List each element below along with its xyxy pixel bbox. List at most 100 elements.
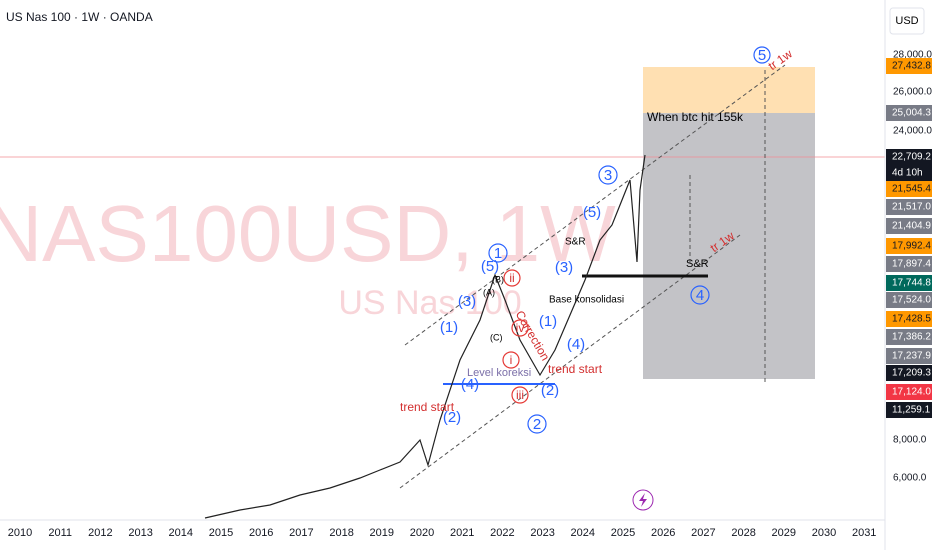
year-label: 2026	[651, 527, 675, 539]
price-tag-label: 17,897.4	[892, 259, 931, 270]
wave-label: (5)	[481, 258, 499, 275]
sub-wave-circle	[502, 351, 520, 369]
price-tag-label: 25,004.3	[892, 108, 931, 119]
price-tag	[886, 329, 932, 345]
year-label: 2023	[530, 527, 554, 539]
year-label: 2024	[571, 527, 595, 539]
wave-circle	[690, 285, 710, 305]
channel-upper	[404, 64, 786, 346]
year-label: 2012	[88, 527, 112, 539]
wave-label: (2)	[541, 382, 559, 399]
price-tag	[886, 311, 932, 327]
year-label: 2021	[450, 527, 474, 539]
year-label: 2016	[249, 527, 273, 539]
price-tag	[886, 256, 932, 272]
abc-label: (A)	[483, 287, 495, 297]
year-label: 2014	[169, 527, 193, 539]
price-tag-label: 17,744.8	[892, 278, 931, 289]
year-label: 2011	[48, 527, 72, 539]
price-tag	[886, 402, 932, 418]
price-tag-label: 11,259.1	[892, 405, 931, 416]
price-tag-label: 4d 10h	[892, 168, 923, 179]
year-label: 2027	[691, 527, 715, 539]
price-label: 24,000.0	[893, 126, 932, 137]
sub-wave-circle	[511, 319, 529, 337]
wave-label: (5)	[583, 204, 601, 221]
wave-label: 3	[604, 167, 612, 184]
price-tag	[886, 292, 932, 308]
year-label: 2025	[611, 527, 635, 539]
price-tag	[886, 181, 932, 197]
price-label: 26,000.0	[893, 87, 932, 98]
sub-wave: i	[510, 353, 513, 367]
wave-label: (1)	[440, 319, 458, 336]
currency-button[interactable]	[889, 7, 925, 35]
wave-label: 2	[533, 416, 541, 433]
wave-label: 1	[494, 245, 502, 262]
wave-circle	[598, 165, 618, 185]
sr-label: S&R	[565, 237, 586, 248]
price-tag-label: 22,709.2	[892, 152, 931, 163]
box-label: When btc hit 155k	[647, 110, 744, 124]
price-label: 6,000.0	[893, 473, 927, 484]
year-label: 2030	[812, 527, 836, 539]
wave-circle	[488, 243, 508, 263]
price-tag-label: 17,124.0	[892, 387, 931, 398]
price-tag	[886, 238, 932, 254]
wave-label: (3)	[555, 259, 573, 276]
year-label: 2028	[731, 527, 755, 539]
year-label: 2022	[490, 527, 514, 539]
year-label: 2013	[128, 527, 152, 539]
price-tag	[886, 218, 932, 234]
wave-label: (4)	[567, 336, 585, 353]
price-tag-label: 17,386.2	[892, 332, 931, 343]
lightning-glyph	[639, 493, 647, 507]
price-tag	[886, 105, 932, 121]
year-label: 2019	[370, 527, 394, 539]
sub-wave: iv	[516, 321, 525, 335]
price-tag-label: 17,428.5	[892, 314, 931, 325]
price-tag	[886, 348, 932, 364]
year-label: 2031	[852, 527, 876, 539]
trend-start: trend start	[548, 362, 603, 376]
price-tag-label: 17,209.3	[892, 368, 931, 379]
price-tag	[886, 275, 932, 291]
price-tag	[886, 199, 932, 215]
price-tag-label: 21,545.4	[892, 184, 931, 195]
sub-wave: ii	[509, 271, 514, 285]
year-label: 2029	[772, 527, 796, 539]
year-label: 2010	[8, 527, 32, 539]
abc-label: (B)	[492, 274, 504, 284]
year-label: 2020	[410, 527, 434, 539]
wave-label: (2)	[443, 409, 461, 426]
price-tag-label: 17,237.9	[892, 351, 931, 362]
price-tag-label: 21,517.0	[892, 202, 931, 213]
sr-label: S&R	[686, 258, 709, 270]
watermark-symbol: NAS100USD, 1W	[0, 189, 616, 278]
sub-wave-circle	[511, 386, 529, 404]
sub-wave: iii	[516, 388, 524, 402]
trend-start: trend start	[400, 400, 455, 414]
price-label: 28,000.0	[893, 50, 932, 61]
price-tag-label: 21,404.9	[892, 221, 931, 232]
wave-label: (3)	[458, 293, 476, 310]
level-label: Level koreksi	[467, 367, 531, 379]
price-tag	[886, 149, 932, 165]
price-series	[204, 154, 646, 519]
currency[interactable]: USD	[895, 15, 918, 27]
wave-circle	[527, 414, 547, 434]
target-box	[643, 67, 815, 113]
wave-label: 4	[696, 287, 704, 304]
wave-label: (1)	[539, 313, 557, 330]
price-tag-label: 27,432.8	[892, 61, 931, 72]
symbol-title: US Nas 100 · 1W · OANDA	[6, 10, 153, 24]
wave-label: 5	[758, 47, 766, 64]
year-label: 2017	[289, 527, 313, 539]
watermark-name: US Nas 100	[338, 284, 521, 322]
year-label: 2018	[329, 527, 353, 539]
price-tag	[886, 165, 932, 181]
price-tag	[886, 384, 932, 400]
sub-wave-circle	[503, 269, 521, 287]
price-tag-label: 17,524.0	[892, 295, 931, 306]
